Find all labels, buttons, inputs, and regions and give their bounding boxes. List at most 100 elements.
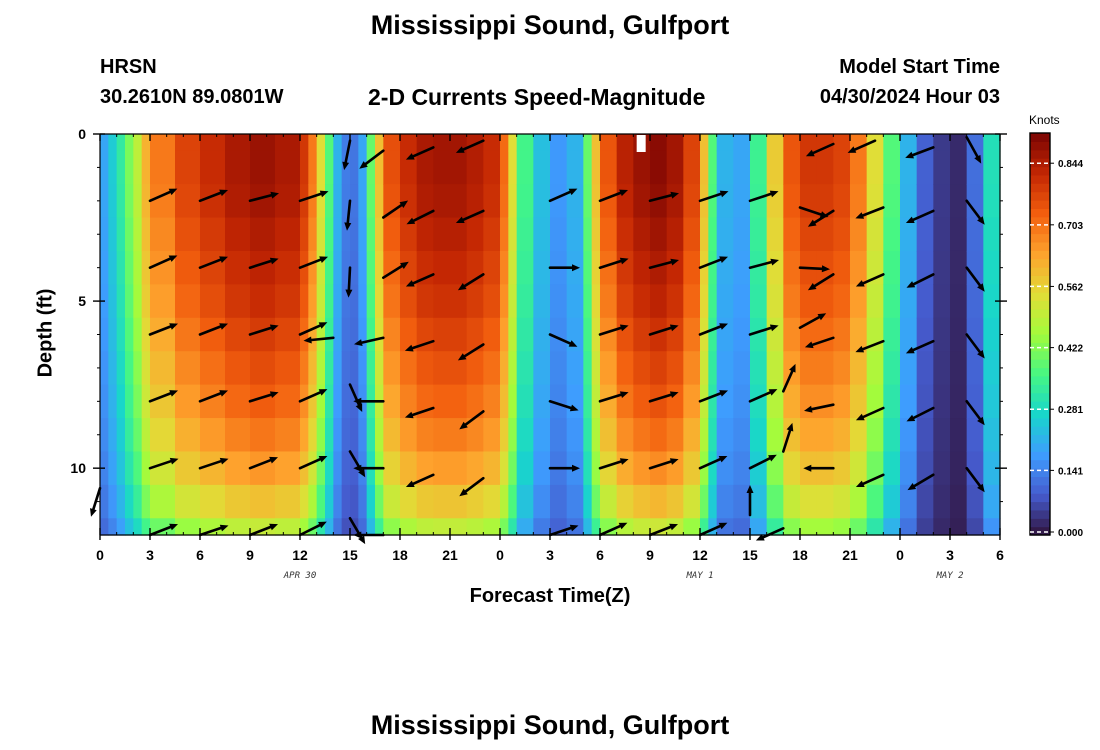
colorbar-segment — [1030, 476, 1050, 486]
heatmap-cell — [450, 217, 468, 252]
heatmap-cell — [733, 317, 751, 352]
x-tick-label: 3 — [946, 547, 954, 563]
heatmap-cell — [800, 418, 818, 453]
heatmap-cell — [591, 217, 601, 252]
heatmap-cell — [633, 384, 651, 419]
heatmap-cell — [500, 217, 509, 252]
heatmap-cell — [141, 184, 151, 219]
heatmap-cell — [783, 184, 801, 219]
heatmap-cell — [883, 284, 901, 319]
heatmap-cell — [566, 284, 584, 319]
heatmap-cell — [341, 518, 351, 536]
heatmap-cell — [325, 418, 334, 453]
heatmap-cell — [400, 484, 418, 519]
current-vector — [748, 258, 779, 270]
colorbar-segment — [1030, 191, 1050, 201]
heatmap-cell — [150, 317, 176, 352]
heatmap-cell — [850, 250, 868, 285]
date-label: MAY 2 — [935, 571, 963, 581]
heatmap-cell — [325, 284, 334, 319]
heatmap-cell — [933, 351, 951, 386]
heatmap-cell — [816, 150, 834, 185]
heatmap-cell — [783, 217, 801, 252]
current-vector — [648, 458, 679, 470]
heatmap-cell — [175, 134, 201, 152]
heatmap-cell — [383, 217, 401, 252]
heatmap-cell — [375, 150, 384, 185]
heatmap-cell — [508, 351, 518, 386]
heatmap-cell — [600, 317, 618, 352]
current-vector — [345, 266, 353, 298]
heatmap-cell — [325, 384, 334, 419]
heatmap-cell — [650, 418, 668, 453]
heatmap-cell — [950, 150, 968, 185]
heatmap-cell — [800, 134, 818, 152]
heatmap-cell — [966, 418, 984, 453]
heatmap-cell — [750, 418, 768, 453]
heatmap-cell — [375, 484, 384, 519]
heatmap-cell — [133, 134, 143, 152]
heatmap-cell — [416, 184, 434, 219]
heatmap-cell — [416, 484, 434, 519]
heatmap-cell — [400, 418, 418, 453]
heatmap-cell — [133, 384, 143, 419]
heatmap-cell — [300, 317, 309, 352]
current-vector — [698, 323, 728, 336]
heatmap-cell — [533, 284, 551, 319]
heatmap-cell — [866, 484, 884, 519]
heatmap-cell — [766, 284, 784, 319]
heatmap-cell — [100, 217, 109, 252]
heatmap-cell — [366, 217, 376, 252]
heatmap-cell — [225, 150, 251, 185]
heatmap-cell — [350, 250, 359, 285]
current-vector — [648, 523, 678, 537]
heatmap-cell — [716, 351, 734, 386]
heatmap-cell — [116, 184, 126, 219]
heatmap-cell — [175, 250, 201, 285]
heatmap-cell — [383, 384, 401, 419]
heatmap-cell — [433, 150, 451, 185]
heatmap-cell — [483, 217, 501, 252]
heatmap-cell — [516, 518, 534, 536]
heatmap-cell — [483, 250, 501, 285]
heatmap-cell — [225, 284, 251, 319]
current-vector — [405, 473, 435, 487]
heatmap-cell — [533, 451, 551, 486]
heatmap-cell — [100, 351, 109, 386]
current-vector — [406, 209, 435, 225]
heatmap-cell — [783, 518, 801, 536]
heatmap-cell — [983, 317, 1001, 352]
heatmap-cell — [800, 384, 818, 419]
heatmap-cell — [200, 284, 226, 319]
heatmap-cell — [700, 184, 709, 219]
heatmap-cell — [733, 484, 751, 519]
heatmap-cell — [933, 184, 951, 219]
current-vector — [905, 339, 935, 354]
heatmap-cell — [300, 518, 309, 536]
heatmap-cell — [516, 250, 534, 285]
heatmap-cell — [750, 484, 768, 519]
heatmap-cell — [666, 184, 684, 219]
heatmap-cell — [100, 484, 109, 519]
heatmap-cell — [900, 134, 918, 152]
heatmap-cell — [450, 484, 468, 519]
heatmap-cell — [250, 351, 276, 386]
current-vector — [298, 456, 328, 470]
current-vectors — [90, 136, 985, 545]
heatmap-cell — [225, 184, 251, 219]
heatmap-cell — [250, 150, 276, 185]
heatmap-cell — [983, 351, 1001, 386]
heatmap-cell — [733, 384, 751, 419]
heatmap-cell — [708, 384, 718, 419]
heatmap-cell — [316, 284, 326, 319]
heatmap-cell — [950, 250, 968, 285]
heatmap-cell — [716, 150, 734, 185]
colorbar-segment — [1030, 459, 1050, 469]
heatmap-cell — [933, 284, 951, 319]
heatmap-cell — [316, 150, 326, 185]
colorbar-segment — [1030, 392, 1050, 402]
heatmap-cell — [508, 284, 518, 319]
heatmap-cell — [133, 418, 143, 453]
current-vector — [804, 403, 835, 413]
heatmap-cell — [175, 284, 201, 319]
